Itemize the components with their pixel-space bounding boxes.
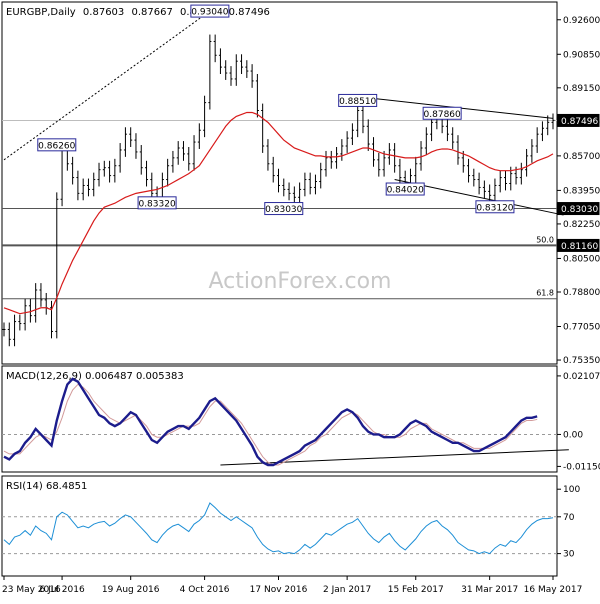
- price-panel-frame: [1, 1, 558, 365]
- price-annotation-box: [190, 4, 230, 18]
- price-annotation-box: [385, 182, 425, 196]
- price-annotation-box: [137, 196, 177, 210]
- instrument-label: EURGBP: [6, 7, 47, 18]
- price-annotation-box: [264, 202, 304, 216]
- macd-tick-label: 0.021074: [563, 372, 600, 382]
- price-tick-label: 0.85700: [563, 152, 600, 162]
- price-tick-label: 0.82250: [563, 220, 600, 230]
- price-tick-label: 0.83950: [563, 186, 600, 196]
- level-tag-label: 0.83030: [561, 205, 598, 215]
- fib-level-label: 61.8: [536, 289, 554, 298]
- price-tick-label: 0.89150: [563, 84, 600, 94]
- price-annotation-label: 0.87860: [424, 110, 461, 120]
- x-tick-label: 19 Aug 2016: [102, 585, 160, 595]
- rsi-tick-label: 70: [563, 513, 575, 523]
- rsi-panel-title: RSI(14) 68.4851: [6, 481, 87, 492]
- price-tick-label: 0.78800: [563, 288, 600, 298]
- price-annotation-box: [422, 106, 462, 120]
- price-tick-label: 0.90850: [563, 50, 600, 60]
- price-tick-label: 0.80500: [563, 254, 600, 264]
- rsi-line: [3, 502, 554, 555]
- price-layer: 0.75350 0.77050 0.78800 0.80500 0.82250 0.839…: [2, 4, 600, 366]
- macd-tick-label: 0.00: [563, 430, 583, 440]
- price-annotation-label: 0.84020: [387, 186, 424, 196]
- watermark: ActionForex.com: [209, 269, 392, 294]
- price-annotation-label: 0.86260: [38, 141, 75, 151]
- x-tick-label: 15 Feb 2017: [388, 585, 444, 595]
- x-tick-label: 2 Jan 2017: [323, 585, 371, 595]
- x-tick-label: 6 Jul 2016: [39, 585, 84, 595]
- macd-layer: 0.021074 0.00 -0.011507: [2, 372, 600, 472]
- macd-signal-line: [3, 383, 538, 466]
- level-tag-box: [557, 238, 600, 252]
- price-annotation-label: 0.88510: [339, 97, 376, 107]
- fib-level-label: 50.0: [536, 235, 554, 244]
- price-annotation-box: [37, 138, 77, 152]
- ohlc-open: 0.87603: [83, 7, 124, 18]
- last-price-tag-box: [557, 113, 600, 127]
- x-tick-label: 16 May 2017: [524, 585, 583, 595]
- price-panel-header: EURGBP,Daily 0.87603 0.87667 0.87426 0.8…: [6, 7, 270, 18]
- macd-line: [3, 377, 538, 467]
- x-tick-label: 31 Mar 2017: [461, 585, 518, 595]
- x-tick-label: 23 May 2016: [2, 585, 61, 595]
- moving-average-line: [3, 111, 554, 315]
- rsi-panel-frame: [1, 475, 558, 577]
- macd-tick-label: -0.011507: [563, 462, 600, 472]
- x-tick-label: 4 Oct 2016: [180, 585, 230, 595]
- level-tag-box: [557, 202, 600, 216]
- macd-panel-title: MACD(12,26,9) 0.006487 0.005383: [6, 371, 184, 382]
- timeframe-label: Daily: [50, 7, 75, 18]
- price-annotation-label: 0.83120: [476, 203, 513, 213]
- x-tick-label: 17 Nov 2016: [250, 585, 308, 595]
- price-annotation-label: 0.83030: [265, 205, 302, 215]
- rsi-layer: 100 70 30: [2, 485, 580, 560]
- ohlc-high: 0.87667: [131, 7, 172, 18]
- price-annotation-box: [338, 93, 378, 107]
- price-annotation-label: 0.83320: [138, 199, 175, 209]
- price-tick-label: 0.75350: [563, 356, 600, 366]
- ohlc-close: 0.87496: [229, 7, 270, 18]
- price-annotation-label: 0.93040: [191, 8, 228, 18]
- last-price-tag-label: 0.87496: [561, 117, 598, 127]
- price-tick-label: 0.77050: [563, 323, 600, 333]
- level-tag-label: 0.81160: [561, 242, 598, 252]
- price-annotation-box: [475, 200, 515, 214]
- rsi-tick-label: 100: [563, 485, 580, 495]
- price-tick-label: 0.92600: [563, 16, 600, 26]
- rsi-tick-label: 30: [563, 550, 575, 560]
- macd-panel-frame: [1, 365, 558, 473]
